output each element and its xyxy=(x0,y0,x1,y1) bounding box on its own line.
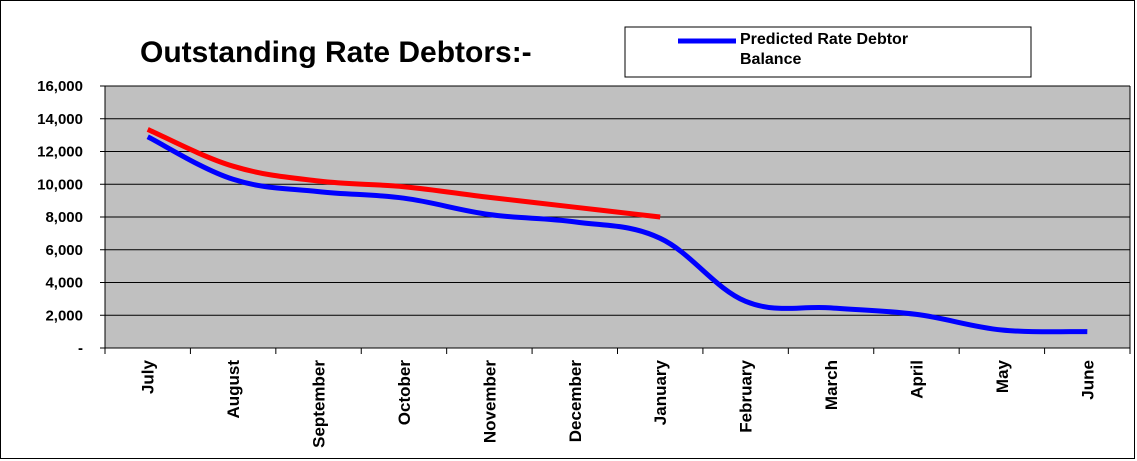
gridlines xyxy=(100,85,1130,349)
x-tick-label: August xyxy=(224,360,243,419)
y-tick-label: 16,000 xyxy=(37,78,83,95)
x-axis-ticks: July August September October November Decemb… xyxy=(104,348,1131,448)
legend: Predicted Rate Debtor Balance xyxy=(624,26,1032,78)
y-tick-label: 10,000 xyxy=(37,176,83,193)
x-tick-label: July xyxy=(139,359,158,394)
y-axis-ticks: - 2,000 4,000 6,000 8,000 10,000 12,000 14,000 1… xyxy=(37,78,83,357)
series-lines xyxy=(146,127,1088,335)
x-tick-label: May xyxy=(993,359,1012,393)
y-tick-label: 14,000 xyxy=(37,111,83,128)
x-tick-label: April xyxy=(907,360,926,399)
legend-box xyxy=(624,26,1032,78)
y-tick-label: 4,000 xyxy=(45,275,83,292)
x-tick-label: March xyxy=(822,360,841,410)
x-tick-label: September xyxy=(310,360,329,448)
x-tick-label: November xyxy=(480,360,499,444)
x-tick-label: June xyxy=(1078,360,1097,400)
chart-title: Outstanding Rate Debtors:- xyxy=(140,36,532,69)
series-line-0 xyxy=(146,134,1088,335)
y-tick-label: - xyxy=(78,340,83,357)
y-tick-label: 2,000 xyxy=(45,307,83,324)
x-tick-label: February xyxy=(737,359,756,432)
x-tick-label: October xyxy=(395,360,414,426)
x-tick-label: January xyxy=(651,359,670,425)
y-tick-label: 8,000 xyxy=(45,209,83,226)
series-line-1 xyxy=(146,127,661,220)
legend-label-predicted: Predicted Rate Debtor Balance xyxy=(740,31,913,68)
y-tick-label: 12,000 xyxy=(37,144,83,161)
y-tick-label: 6,000 xyxy=(45,242,83,259)
x-tick-label: December xyxy=(566,360,585,443)
